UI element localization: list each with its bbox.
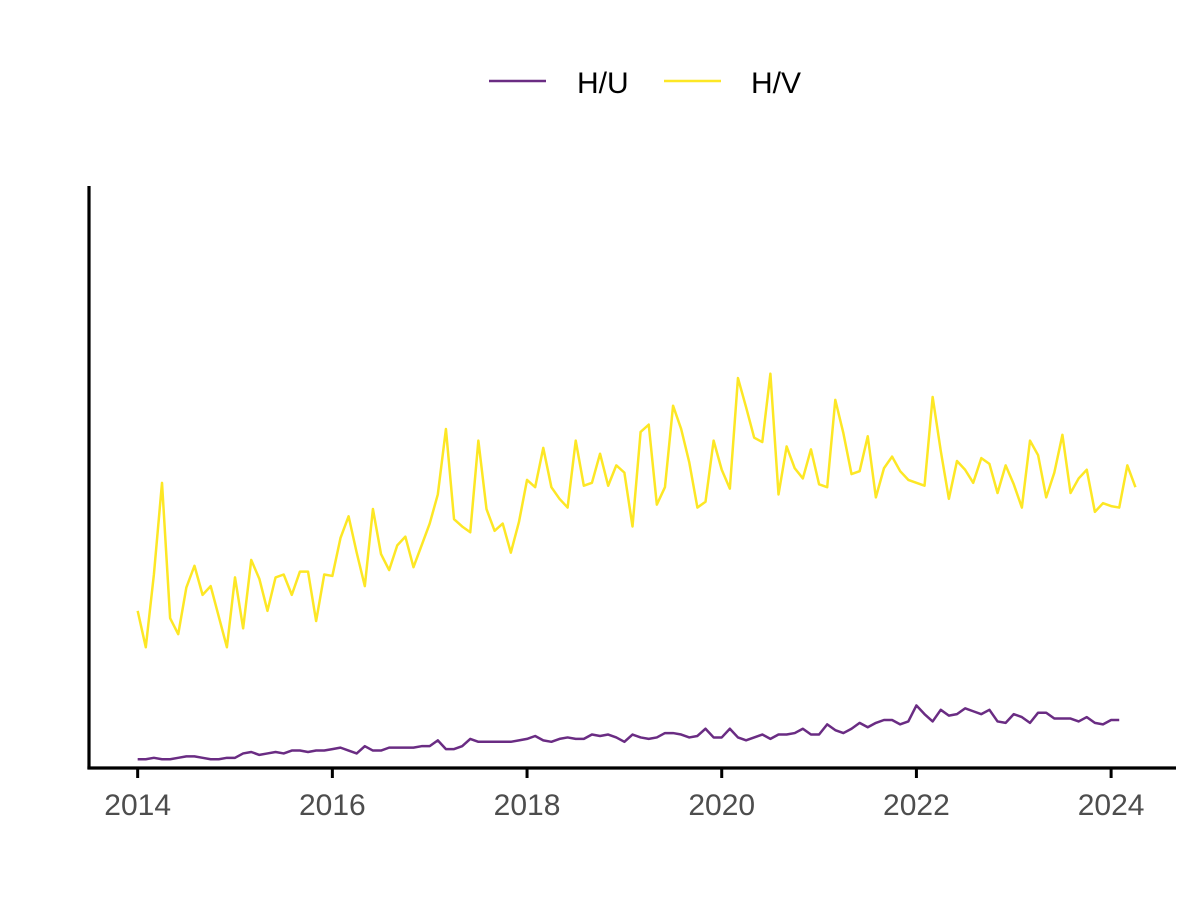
x-tick-label-2014: 2014 — [104, 789, 171, 822]
x-tick-label-2020: 2020 — [688, 789, 755, 822]
x-tick-label-2018: 2018 — [494, 789, 561, 822]
series-line-h-u — [137, 704, 1120, 761]
legend-label-h-v: H/V — [751, 67, 801, 100]
x-tick-label-2024: 2024 — [1078, 789, 1145, 822]
series-line-h-v — [136, 372, 1137, 649]
x-ticks: 2014 2016 2018 2020 2022 2024 — [104, 768, 1144, 822]
x-tick-label-2022: 2022 — [883, 789, 950, 822]
axes — [87, 186, 1176, 770]
series-layer — [136, 372, 1137, 761]
legend-label-h-u: H/U — [577, 67, 629, 100]
x-tick-label-2016: 2016 — [299, 789, 366, 822]
legend: H/U H/V — [489, 67, 801, 100]
